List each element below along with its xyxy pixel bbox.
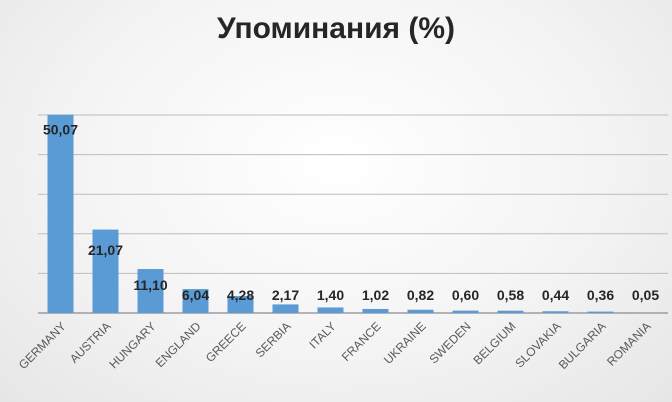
data-label-hungary: 11,10 [133, 277, 167, 293]
data-label-serbia: 2,17 [272, 287, 299, 303]
category-label-ukraine: UKRAINE [381, 319, 429, 367]
data-label-austria: 21,07 [88, 242, 123, 258]
bar-england [182, 289, 209, 313]
category-label-bulgaria: BULGARIA [556, 319, 609, 372]
data-label-belgium: 0,58 [497, 287, 524, 303]
chart-title: Упоминания (%) [216, 12, 456, 45]
category-label-belgium: BELGIUM [471, 319, 519, 367]
data-label-sweden: 0,60 [452, 287, 479, 303]
category-label-england: ENGLAND [153, 319, 204, 370]
category-label-serbia: SERBIA [253, 319, 294, 360]
category-label-austria: AUSTRIA [67, 319, 114, 366]
data-label-france: 1,02 [362, 287, 389, 303]
bar-hungary [137, 269, 164, 313]
bar-slovakia [542, 311, 569, 313]
data-label-romania: 0,05 [632, 287, 659, 303]
bar-france [362, 308, 389, 313]
bar-sweden [452, 310, 479, 313]
data-label-greece: 4,28 [227, 287, 254, 303]
category-label-greece: GREECE [203, 319, 249, 365]
bar-bulgaria [587, 311, 614, 313]
data-label-italy: 1,40 [317, 287, 344, 303]
category-label-italy: ITALY [306, 319, 338, 351]
bar-germany [47, 114, 74, 313]
bar-ukraine [407, 309, 434, 313]
bar-austria [92, 229, 119, 313]
data-label-england: 6,04 [182, 287, 209, 303]
data-label-ukraine: 0,82 [407, 287, 434, 303]
bar-greece [227, 296, 254, 313]
bar-belgium [497, 310, 524, 313]
category-label-hungary: HUNGARY [106, 319, 158, 371]
data-label-germany: 50,07 [43, 122, 78, 138]
category-label-germany: GERMANY [16, 319, 69, 372]
bar-italy [317, 307, 344, 313]
bar-serbia [272, 304, 299, 313]
data-label-bulgaria: 0,36 [587, 287, 614, 303]
category-label-sweden: SWEDEN [426, 319, 473, 366]
category-label-romania: ROMANIA [604, 319, 654, 369]
data-label-slovakia: 0,44 [542, 287, 569, 303]
category-label-france: FRANCE [339, 319, 384, 364]
